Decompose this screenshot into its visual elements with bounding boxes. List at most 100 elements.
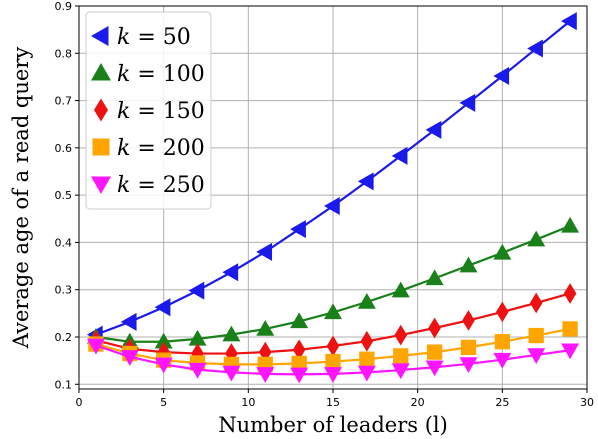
- y-tick-label: 0.4: [55, 236, 73, 249]
- data-point: [357, 292, 376, 309]
- data-point: [391, 363, 410, 380]
- legend-marker: [94, 98, 108, 122]
- legend-item: k = 100: [91, 62, 205, 87]
- data-point: [462, 310, 475, 331]
- y-tick-label: 0.1: [55, 378, 73, 391]
- data-point: [425, 269, 444, 286]
- data-point: [188, 362, 207, 379]
- legend-label: k = 50: [117, 25, 191, 50]
- x-tick-label: 20: [411, 396, 425, 409]
- legend-label: k = 150: [117, 99, 205, 124]
- data-point: [256, 319, 275, 336]
- x-tick-label: 15: [326, 396, 340, 409]
- legend-item: k = 150: [94, 98, 205, 124]
- data-point: [425, 120, 442, 139]
- data-point: [494, 334, 510, 350]
- legend-box: [85, 11, 212, 210]
- data-point: [188, 281, 205, 300]
- data-point: [527, 230, 546, 247]
- data-point: [493, 243, 512, 260]
- data-point: [527, 39, 543, 58]
- y-tick-label: 0.5: [55, 189, 73, 202]
- legend-label: k = 250: [117, 173, 205, 198]
- data-point: [459, 93, 476, 112]
- legend-marker: [91, 63, 111, 81]
- data-point: [292, 339, 306, 361]
- x-tick-label: 5: [160, 396, 167, 409]
- data-point: [86, 338, 105, 355]
- data-point: [120, 312, 137, 331]
- data-point: [290, 367, 309, 384]
- data-point: [120, 350, 139, 366]
- y-tick-label: 0.8: [55, 47, 73, 60]
- data-point: [459, 357, 478, 373]
- data-point: [394, 324, 408, 346]
- data-point: [529, 292, 543, 314]
- data-point: [324, 197, 340, 216]
- data-point: [222, 325, 241, 342]
- data-point: [222, 263, 239, 282]
- data-point: [360, 330, 374, 352]
- x-axis-title: Number of leaders (l): [218, 413, 448, 437]
- data-point: [154, 332, 173, 349]
- data-point: [562, 321, 578, 337]
- data-point: [493, 352, 512, 369]
- series-group: [86, 12, 580, 384]
- data-point: [324, 303, 342, 320]
- x-tick-label: 30: [580, 396, 594, 409]
- data-point: [222, 365, 241, 382]
- data-point: [460, 339, 477, 356]
- series-0: [86, 12, 577, 344]
- data-point: [326, 335, 340, 357]
- data-point: [391, 281, 410, 298]
- data-point: [325, 353, 341, 370]
- data-point: [256, 242, 273, 261]
- data-point: [324, 367, 342, 383]
- data-point: [290, 312, 309, 329]
- y-axis-title: Average age of a read query: [9, 47, 33, 350]
- y-tick-label: 0.7: [55, 95, 73, 108]
- data-point: [154, 357, 173, 374]
- y-tick-label: 0.2: [55, 331, 73, 344]
- data-point: [527, 348, 546, 364]
- series-3: [88, 321, 578, 373]
- x-tick-label: 25: [495, 396, 509, 409]
- data-point: [563, 283, 577, 304]
- legend-marker: [91, 26, 109, 46]
- legend: k = 50 k = 100 k = 150 k = 200 k = 250: [85, 11, 212, 210]
- data-point: [561, 12, 577, 31]
- y-tick-label: 0.6: [55, 142, 73, 155]
- legend-item: k = 250: [91, 173, 205, 198]
- legend-marker: [92, 138, 110, 156]
- data-point: [256, 367, 275, 383]
- legend-item: k = 50: [91, 25, 191, 50]
- data-point: [188, 329, 207, 346]
- data-point: [393, 348, 409, 364]
- legend-item: k = 200: [92, 136, 205, 161]
- data-point: [428, 317, 441, 339]
- x-tick-label: 10: [241, 396, 255, 409]
- y-tick-label: 0.9: [55, 0, 73, 13]
- series-4: [86, 338, 580, 384]
- data-point: [459, 256, 478, 273]
- data-point: [493, 66, 510, 85]
- data-point: [154, 298, 171, 317]
- data-point: [290, 220, 306, 239]
- data-point: [291, 355, 307, 372]
- data-point: [528, 327, 544, 344]
- tick-labels: 0 5 10 15 20 25 30 0.1 0.2 0.3 0.4 0.5 0.6 0.7 0.8 0.9: [55, 0, 595, 409]
- legend-marker: [91, 176, 111, 194]
- data-point: [561, 216, 580, 233]
- x-tick-label: 0: [76, 396, 83, 409]
- data-point: [359, 351, 375, 367]
- legend-label: k = 100: [117, 62, 205, 87]
- data-point: [425, 360, 444, 377]
- data-point: [426, 344, 443, 360]
- y-tick-label: 0.3: [55, 284, 73, 297]
- data-point: [357, 365, 376, 382]
- data-point: [561, 343, 580, 360]
- data-point: [391, 146, 408, 165]
- legend-label: k = 200: [117, 136, 205, 161]
